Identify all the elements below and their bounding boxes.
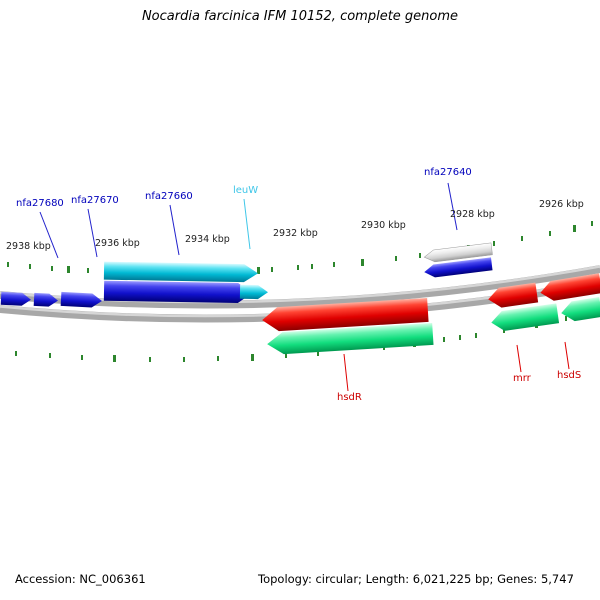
feature-arrow-green-right-1[interactable] (490, 303, 560, 332)
leader-line-nfa27670 (87, 208, 98, 258)
feature-arrow-silver[interactable] (423, 242, 493, 263)
scale-label-2934: 2934 kbp (185, 234, 230, 245)
tick-mark (113, 355, 116, 362)
gene-arrow-hsdS[interactable] (539, 273, 600, 302)
tick-mark (149, 357, 151, 362)
tick-mark (49, 353, 51, 358)
scale-label-2928: 2928 kbp (450, 209, 495, 220)
tick-mark (271, 267, 273, 272)
gene-label-nfa27670[interactable]: nfa27670 (71, 195, 119, 206)
tick-mark (475, 333, 477, 338)
status-summary: Topology: circular; Length: 6,021,225 bp… (258, 572, 574, 586)
tick-mark (443, 337, 445, 342)
gene-arrow-leuW[interactable] (239, 284, 268, 300)
gene-label-hsdS[interactable]: hsdS (557, 370, 582, 381)
tick-mark (361, 259, 364, 266)
feature-arrow-green-right-2[interactable] (560, 296, 600, 323)
tick-mark (311, 264, 313, 269)
gene-label-nfa27660[interactable]: nfa27660 (145, 191, 193, 202)
gene-arrow-hsdR[interactable] (261, 297, 429, 332)
gene-label-hsdR[interactable]: hsdR (337, 392, 362, 403)
tick-mark (67, 266, 70, 273)
feature-arrow-green-mid[interactable] (266, 322, 434, 355)
tick-mark (493, 241, 495, 246)
page-title: Nocardia farcinica IFM 10152, complete g… (141, 9, 459, 24)
tick-mark (395, 256, 397, 261)
tick-mark (7, 262, 9, 267)
tick-mark (459, 335, 461, 340)
scale-label-2936: 2936 kbp (95, 238, 140, 249)
tick-mark (15, 351, 17, 356)
tick-mark (257, 267, 260, 274)
gene-arrow-unlabeled-left[interactable] (0, 291, 32, 307)
gene-arrow-nfa27640[interactable] (423, 257, 493, 278)
tick-mark (217, 356, 219, 361)
tick-mark (183, 357, 185, 362)
tick-mark (251, 354, 254, 361)
tick-mark (87, 268, 89, 273)
tick-mark (297, 265, 299, 270)
tick-mark (549, 231, 551, 236)
leader-line-mrr (516, 344, 522, 373)
tick-mark (503, 328, 505, 333)
leader-line-hsdS (564, 341, 570, 370)
feature-arrow-cyan[interactable] (103, 261, 258, 283)
leader-line-nfa27640 (447, 182, 458, 231)
gene-label-nfa27640[interactable]: nfa27640 (424, 167, 472, 178)
scale-label-2938: 2938 kbp (6, 241, 51, 252)
tick-mark (591, 221, 593, 226)
tick-mark (565, 316, 567, 321)
status-accession: Accession: NC_006361 (15, 572, 146, 586)
tick-mark (419, 253, 421, 258)
tick-mark (521, 236, 523, 241)
tick-mark (333, 262, 335, 267)
gene-label-leuW[interactable]: leuW (233, 185, 259, 196)
scale-label-2926: 2926 kbp (539, 199, 584, 210)
tick-mark (317, 351, 319, 356)
tick-mark (573, 225, 576, 232)
tick-mark (285, 353, 287, 358)
tick-mark (81, 355, 83, 360)
scale-label-2932: 2932 kbp (273, 228, 318, 239)
leader-line-nfa27660 (169, 204, 180, 256)
gene-label-mrr[interactable]: mrr (513, 373, 531, 384)
gene-arrow-mrr[interactable] (487, 282, 539, 310)
gene-arrow-nfa27680[interactable] (33, 292, 59, 307)
gene-arrow-nfa27670[interactable] (60, 291, 103, 308)
leader-line-hsdR (343, 353, 349, 392)
leader-line-nfa27680 (39, 211, 59, 259)
tick-mark (29, 264, 31, 269)
scale-label-2930: 2930 kbp (361, 220, 406, 231)
tick-mark (51, 266, 53, 271)
gene-label-nfa27680[interactable]: nfa27680 (16, 198, 64, 209)
gene-arrow-nfa27660[interactable] (103, 280, 252, 304)
leader-line-leuW (243, 198, 251, 250)
